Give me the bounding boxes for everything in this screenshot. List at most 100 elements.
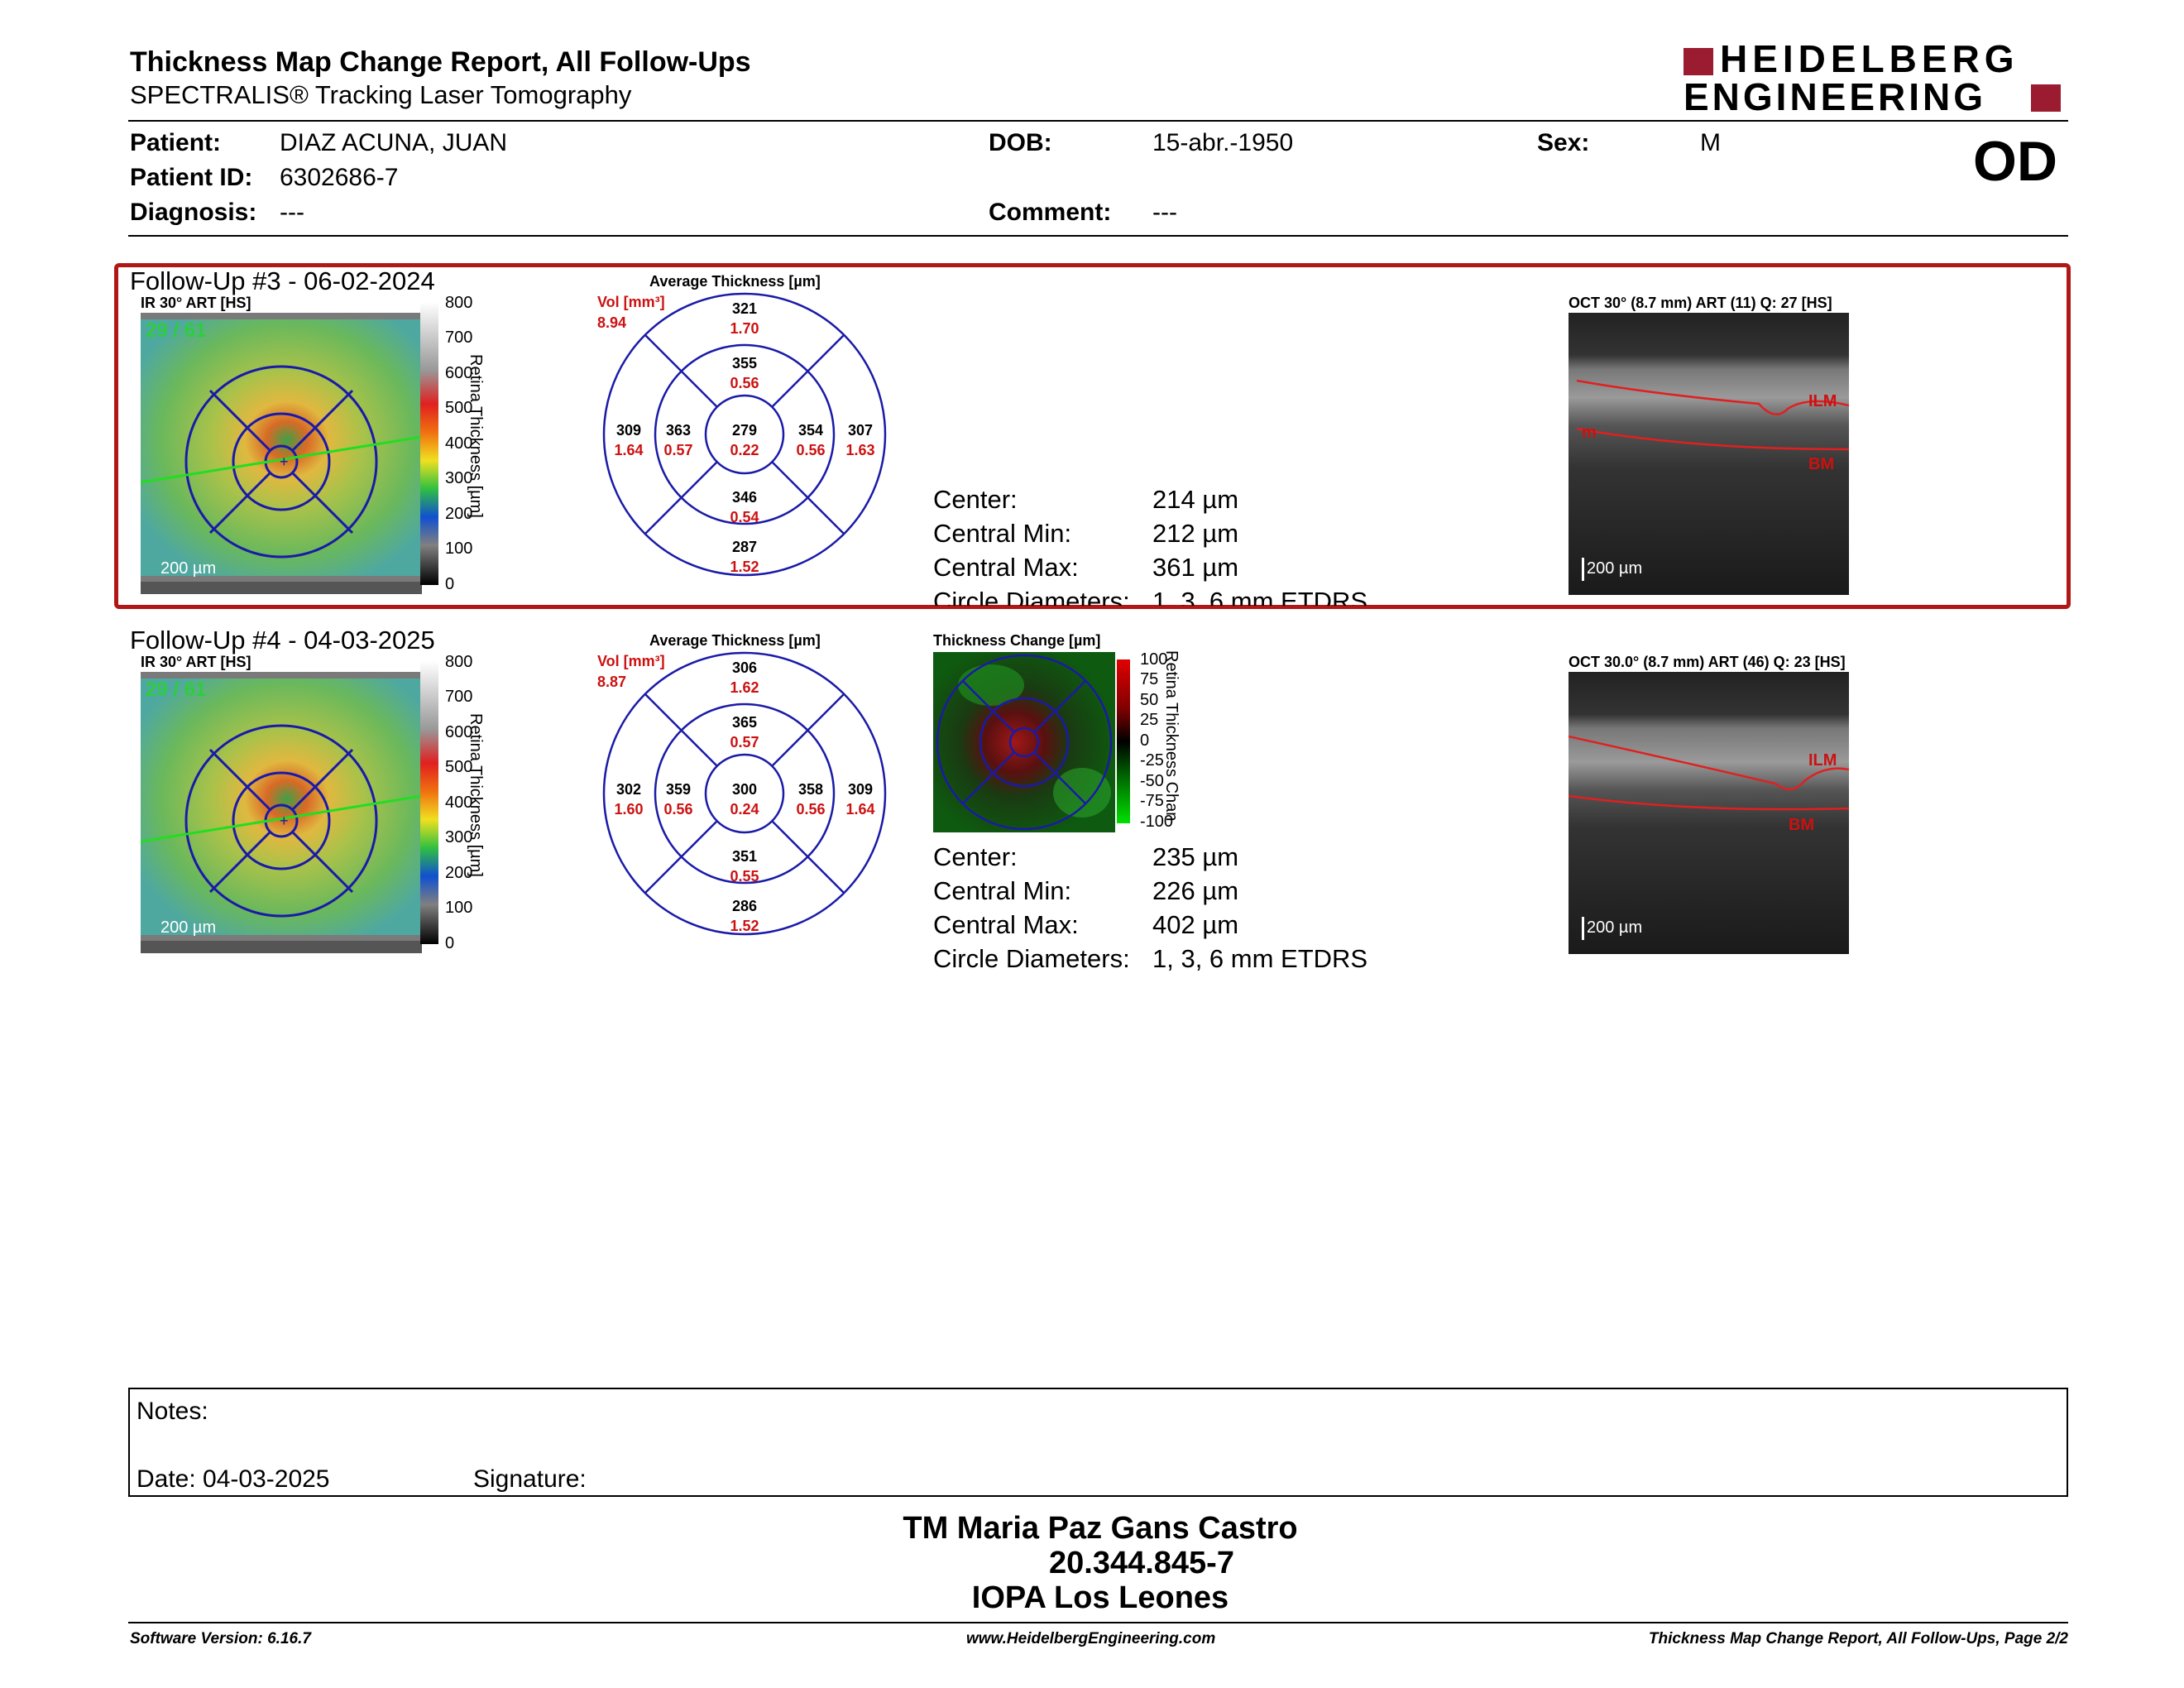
- fu3-outer-bottom-thickness: 287: [732, 539, 757, 555]
- footer-website[interactable]: www.HeidelbergEngineering.com: [966, 1630, 1216, 1647]
- fu3-inner-top-volume: 0.56: [730, 375, 759, 391]
- svg-text:+: +: [280, 453, 289, 470]
- fu3-center-thickness: 279: [732, 422, 757, 439]
- fu4-inner-bottom-thickness: 351: [732, 848, 757, 865]
- followup-3-avg-title: Average Thickness [µm]: [649, 273, 821, 290]
- followup-4-color-scale: [420, 661, 438, 944]
- fu3-outer-top-thickness: 321: [732, 300, 757, 317]
- fu4-outer-left-thickness: 302: [616, 781, 641, 798]
- diagnosis-value: ---: [280, 199, 304, 226]
- followup-3-title: Follow-Up #3 - 06-02-2024: [130, 266, 435, 295]
- followup-4-vol-value: 8.87: [597, 674, 627, 690]
- followup-4-stats: Center: 235 µm Central Min: 226 µm Centr…: [933, 842, 1368, 973]
- fu4-outer-left-volume: 1.60: [614, 801, 643, 818]
- followup-4-title: Follow-Up #4 - 04-03-2025: [130, 626, 435, 655]
- followup-3-oct-bscan: ILM ILM BM m 200 µm: [1569, 313, 1849, 595]
- fu4-inner-right-thickness: 358: [798, 781, 823, 798]
- report-subtitle: SPECTRALIS® Tracking Laser Tomography: [130, 80, 632, 109]
- fu4-center-volume: 0.24: [730, 801, 759, 818]
- followup-4-change-ticks: 100 75 50 25 0 -25 -50 -75 -100: [1140, 650, 1174, 831]
- notes-date: Date: 04-03-2025: [136, 1465, 330, 1493]
- fu4-oct-scale: 200 µm: [1587, 918, 1643, 937]
- followup-4-change-scale: [1117, 659, 1130, 823]
- fu3-outer-bottom-volume: 1.52: [730, 559, 759, 575]
- followup-4-scale-bar: 200 µm: [160, 918, 217, 937]
- notes-box[interactable]: Notes: Date: 04-03-2025 Signature:: [128, 1388, 2068, 1497]
- selected-followup-highlight[interactable]: [114, 263, 2071, 609]
- followup-3-stats: Center: 214 µm Central Min: 212 µm Centr…: [933, 485, 1368, 606]
- diagnosis-label: Diagnosis:: [130, 199, 257, 226]
- fu4-oct-bm-label: BM: [1789, 816, 1815, 834]
- fu3-inner-left-thickness: 363: [666, 422, 691, 439]
- fu3-inner-right-volume: 0.56: [796, 442, 825, 458]
- fu4-outer-top-volume: 1.62: [730, 679, 759, 696]
- patient-id-value: 6302686-7: [280, 164, 399, 191]
- fu3-center-volume: 0.22: [730, 442, 759, 458]
- followup-4-avg-title: Average Thickness [µm]: [649, 632, 821, 649]
- followup-4-ir-label: IR 30° ART [HS]: [141, 654, 251, 670]
- fu3-outer-left-thickness: 309: [616, 422, 641, 439]
- fu3-outer-left-volume: 1.64: [614, 442, 643, 458]
- fu4-outer-bottom-thickness: 286: [732, 898, 757, 914]
- sex-label: Sex:: [1537, 129, 1590, 156]
- followup-4-change-title: Thickness Change [µm]: [933, 632, 1101, 649]
- followup-4-scale-title: Retina Thickness [µm]: [467, 713, 485, 877]
- followup-4-oct-bscan: ILM ILM ILM BM 200 µm: [1569, 672, 1849, 954]
- comment-label: Comment:: [989, 199, 1112, 226]
- dob-label: DOB:: [989, 129, 1052, 156]
- fu3-oct-bm-label: BM: [1808, 455, 1835, 473]
- followup-3-thickness-map: + 29 / 61 200 µm: [140, 313, 423, 594]
- followup-4-oct-label: OCT 30.0° (8.7 mm) ART (46) Q: 23 [HS]: [1569, 654, 1846, 670]
- svg-text:+: +: [280, 813, 289, 829]
- fu3-oct-scale: 200 µm: [1587, 559, 1643, 578]
- fu4-oct-ilm-label: ILM: [1808, 751, 1837, 770]
- notes-label: Notes:: [136, 1398, 208, 1425]
- logo-text-line2: ENGINEERING: [1684, 75, 1987, 118]
- footer-page-info: Thickness Map Change Report, All Follow-…: [1648, 1630, 2068, 1647]
- heidelberg-logo: HEIDELBERG ENGINEERING: [1684, 40, 2064, 118]
- patient-name: DIAZ ACUNA, JUAN: [280, 129, 508, 156]
- followup-3-color-scale: [420, 302, 438, 585]
- followup-3-vol-value: 8.94: [597, 314, 627, 331]
- followup-4-vol-label: Vol [mm³]: [597, 653, 665, 669]
- notes-signature-label: Signature:: [473, 1465, 587, 1493]
- signer-id: 20.344.845-7: [1049, 1546, 1234, 1580]
- patient-id-label: Patient ID:: [130, 164, 253, 191]
- comment-value: ---: [1152, 199, 1177, 226]
- followup-3-scale-title: Retina Thickness [µm]: [467, 354, 485, 518]
- fu4-inner-bottom-volume: 0.55: [730, 868, 759, 885]
- fu3-outer-right-thickness: 307: [848, 422, 873, 439]
- fu3-inner-right-thickness: 354: [798, 422, 823, 439]
- fu4-outer-right-thickness: 309: [848, 781, 873, 798]
- report-title: Thickness Map Change Report, All Follow-…: [130, 46, 751, 78]
- fu3-inner-top-thickness: 355: [732, 355, 757, 372]
- followup-4-change-scale-title: Retina Thickness Chan: [1162, 650, 1181, 822]
- fu4-inner-left-thickness: 359: [666, 781, 691, 798]
- fu4-inner-left-volume: 0.56: [663, 801, 692, 818]
- eye-indicator: OD: [1973, 130, 2057, 193]
- footer-software-version: Software Version: 6.16.7: [130, 1630, 311, 1647]
- fu3-oct-m-label: m: [1582, 424, 1597, 442]
- fu3-inner-bottom-thickness: 346: [732, 489, 757, 506]
- fu3-oct-ilm-label: ILM: [1808, 392, 1837, 410]
- patient-label: Patient:: [130, 129, 222, 156]
- fu4-inner-top-thickness: 365: [732, 714, 757, 731]
- followup-4-thickness-map: + 29 / 61 200 µm: [140, 672, 423, 953]
- fu4-outer-top-thickness: 306: [732, 659, 757, 676]
- followup-4-etdrs-grid: 306 1.62 365 0.57 302 1.60 359 0.56 300 …: [602, 651, 887, 936]
- followup-4-scale-ticks: 800 700 600 500 400 300 200 100 0: [445, 653, 473, 952]
- fu4-inner-top-volume: 0.57: [730, 734, 759, 750]
- followup-3-etdrs-grid: 321 1.70 355 0.56 309 1.64 363 0.57 279 …: [602, 292, 887, 577]
- logo-text-line1: HEIDELBERG: [1720, 37, 2019, 80]
- followup-3-scale-ticks: 800 700 600 500 400 300 200 100 0: [445, 294, 473, 593]
- fu4-outer-right-volume: 1.64: [845, 801, 874, 818]
- dob-value: 15-abr.-1950: [1152, 129, 1294, 156]
- followup-3-vol-label: Vol [mm³]: [597, 294, 665, 310]
- fu4-outer-bottom-volume: 1.52: [730, 918, 759, 934]
- followup-3-ir-label: IR 30° ART [HS]: [141, 295, 251, 311]
- fu4-center-thickness: 300: [732, 781, 757, 798]
- followup-3-scale-bar: 200 µm: [160, 559, 217, 578]
- fu3-inner-left-volume: 0.57: [663, 442, 692, 458]
- signer-institution: IOPA Los Leones: [971, 1580, 1229, 1615]
- sex-value: M: [1700, 129, 1721, 156]
